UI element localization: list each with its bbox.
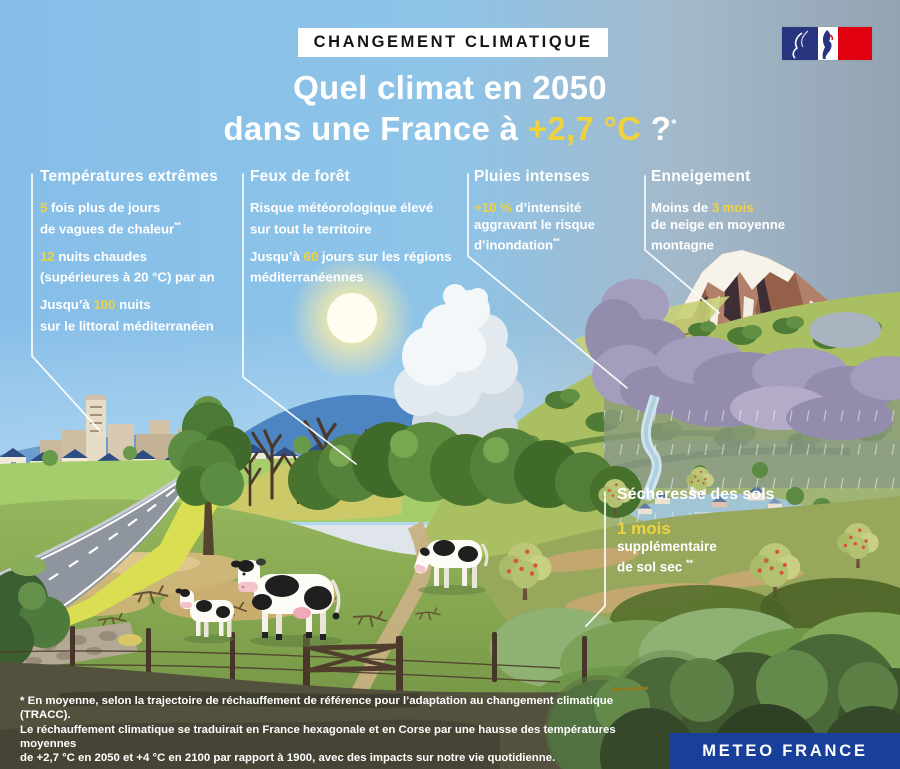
grove-trees	[288, 422, 642, 518]
topic-badge: CHANGEMENT CLIMATIQUE	[298, 28, 608, 57]
stat-text: 12 nuits chaudes (supérieures à 20 °C) p…	[40, 248, 215, 285]
footnotes: * En moyenne, selon la trajectoire de ré…	[20, 694, 660, 769]
section-title: Enneigement	[651, 168, 751, 185]
topic-badge-label: CHANGEMENT CLIMATIQUE	[313, 33, 593, 51]
section-title: Températures extrêmes	[40, 168, 218, 185]
footnote-1: * En moyenne, selon la trajectoire de ré…	[20, 695, 616, 765]
grazing-cow	[414, 540, 489, 595]
flag-red-stripe	[838, 27, 872, 60]
section-enneigement: Enneigement Moins de 3 mois de neige en …	[651, 168, 831, 254]
meteo-france-label: METEO FRANCE	[702, 741, 868, 760]
title-line-2: dans une France à +2,7 °C ?*	[223, 110, 677, 147]
stat-text: 1 mois supplémentaire de sol sec **	[617, 519, 717, 575]
section-title: Feux de forêt	[250, 168, 350, 185]
section-title: Pluies intenses	[474, 168, 590, 185]
french-republic-flag-icon	[782, 27, 872, 60]
section-temperatures-extremes: Températures extrêmes 5 fois plus de jou…	[40, 168, 265, 335]
stat-text: Jusqu’à 60 jours sur les régions méditer…	[250, 248, 452, 285]
section-feux-de-foret: Feux de forêt Risque météorologique élev…	[250, 168, 475, 286]
sun-icon	[290, 256, 414, 380]
fence	[0, 626, 587, 692]
flag-blue-stripe	[782, 27, 818, 60]
stat-text: +10 % d’intensité aggravant le risque d’…	[474, 200, 595, 253]
section-title: Sécheresse des sols	[617, 486, 775, 503]
stat-text: Moins de 3 mois de neige en moyenne mont…	[651, 200, 786, 253]
cow	[231, 558, 342, 647]
page-title: Quel climat en 2050 dans une France à +2…	[0, 70, 900, 147]
gate	[303, 634, 403, 692]
big-tree	[168, 396, 252, 555]
flag-white-stripe	[818, 27, 838, 60]
meteo-france-logo: METEO FRANCE	[670, 733, 900, 769]
stat-text: Risque météorologique élevé sur tout le …	[250, 200, 434, 236]
stat-text: Jusqu’à 100 nuits sur le littoral médite…	[40, 297, 214, 334]
title-line-1: Quel climat en 2050	[293, 69, 607, 106]
leader-lines	[31, 173, 720, 627]
calf	[175, 588, 234, 644]
section-secheresse-des-sols: Sécheresse des sols 1 mois supplémentair…	[617, 486, 774, 576]
stat-text: 5 fois plus de jours de vagues de chaleu…	[40, 200, 181, 236]
section-pluies-intenses: Pluies intenses +10 % d’intensité aggrav…	[474, 168, 659, 254]
stone-wall	[0, 556, 142, 674]
